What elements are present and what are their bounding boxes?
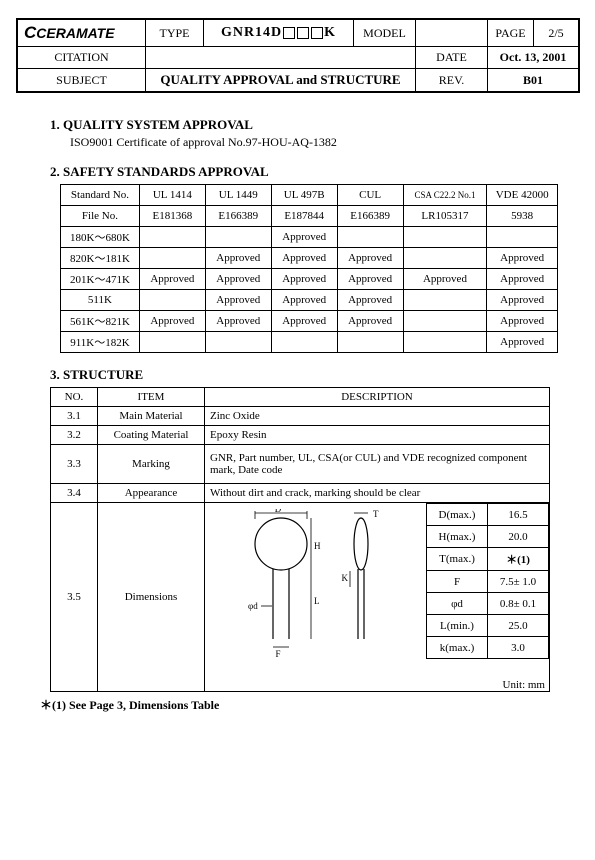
page-value: 2/5 xyxy=(534,20,578,46)
fileno-1: E181368 xyxy=(139,206,205,227)
table-row: 3.4AppearanceWithout dirt and crack, mar… xyxy=(51,484,550,503)
content-area: 1. QUALITY SYSTEM APPROVAL ISO9001 Certi… xyxy=(16,99,576,733)
fileno-3: E187844 xyxy=(271,206,337,227)
dimensions-values: D(max.)16.5 H(max.)20.0 T(max.)＊(1) F7.5… xyxy=(426,503,549,659)
table-row: 911K～182KApproved xyxy=(61,332,558,353)
fileno-5: LR105317 xyxy=(403,206,487,227)
citation-label: CITATION xyxy=(18,47,146,68)
part-suffix: K xyxy=(324,25,336,40)
section3-title: 3. STRUCTURE xyxy=(50,367,558,383)
col-no: NO. xyxy=(51,388,98,407)
col-stdno: Standard No. xyxy=(61,185,140,206)
table-row: 3.3MarkingGNR, Part number, UL, CSA(or C… xyxy=(51,445,550,484)
model-label: MODEL xyxy=(354,20,416,46)
svg-text:F: F xyxy=(275,649,280,659)
svg-text:φd: φd xyxy=(248,601,258,611)
header-row-2: CITATION DATE Oct. 13, 2001 xyxy=(18,47,578,69)
safety-fileno-row: File No. E181368 E166389 E187844 E166389… xyxy=(61,206,558,227)
page-label: PAGE xyxy=(488,20,534,46)
component-drawing: D H L φd F xyxy=(205,503,416,664)
dimensions-value-block: D(max.)16.5 H(max.)20.0 T(max.)＊(1) F7.5… xyxy=(426,503,549,679)
model-value xyxy=(416,20,488,46)
col-csa: CSA C22.2 No.1 xyxy=(403,185,487,206)
col-item: ITEM xyxy=(98,388,205,407)
table-row: 561K～821KApprovedApprovedApprovedApprove… xyxy=(61,311,558,332)
rev-value: B01 xyxy=(488,69,578,91)
col-vde: VDE 42000 xyxy=(487,185,558,206)
footnote: ＊(1) See Page 3, Dimensions Table xyxy=(40,696,558,713)
col-ul497b: UL 497B xyxy=(271,185,337,206)
header-row-1: CCERAMATE TYPE GNR14D K MODEL PAGE 2/5 xyxy=(18,20,578,47)
brand-text: CERAMATE xyxy=(36,25,114,41)
page-frame: CCERAMATE TYPE GNR14D K MODEL PAGE 2/5 CI… xyxy=(16,18,580,93)
table-row: 3.2Coating MaterialEpoxy Resin xyxy=(51,426,550,445)
fileno-6: 5938 xyxy=(487,206,558,227)
col-desc: DESCRIPTION xyxy=(205,388,550,407)
table-row: 3.1Main MaterialZinc Oxide xyxy=(51,407,550,426)
structure-table: NO. ITEM DESCRIPTION 3.1Main MaterialZin… xyxy=(50,387,550,692)
section2-title: 2. SAFETY STANDARDS APPROVAL xyxy=(50,164,558,180)
section1-body: ISO9001 Certificate of approval No.97-HO… xyxy=(70,135,558,150)
col-ul1414: UL 1414 xyxy=(139,185,205,206)
subject-label: SUBJECT xyxy=(18,69,146,91)
part-number: GNR14D K xyxy=(204,20,354,46)
table-row: 511KApprovedApprovedApprovedApproved xyxy=(61,290,558,311)
brand-cell: CCERAMATE xyxy=(18,20,146,46)
struct-header-row: NO. ITEM DESCRIPTION xyxy=(51,388,550,407)
col-ul1449: UL 1449 xyxy=(205,185,271,206)
header-row-3: SUBJECT QUALITY APPROVAL and STRUCTURE R… xyxy=(18,69,578,91)
dimensions-cell: D H L φd F xyxy=(205,503,549,679)
col-cul: CUL xyxy=(337,185,403,206)
svg-text:T: T xyxy=(373,509,379,519)
subject-value: QUALITY APPROVAL and STRUCTURE xyxy=(146,69,416,91)
date-label: DATE xyxy=(416,47,488,68)
table-row: 180K～680KApproved xyxy=(61,227,558,248)
brand-logo: CCERAMATE xyxy=(24,23,115,43)
section1-title: 1. QUALITY SYSTEM APPROVAL xyxy=(50,117,558,133)
table-row: 820K～181KApprovedApprovedApprovedApprove… xyxy=(61,248,558,269)
varistor-icon: D H L φd F xyxy=(226,509,406,659)
rev-label: REV. xyxy=(416,69,488,91)
fileno-2: E166389 xyxy=(205,206,271,227)
fileno-label: File No. xyxy=(61,206,140,227)
svg-text:D: D xyxy=(274,509,281,514)
date-value: Oct. 13, 2001 xyxy=(488,47,578,68)
fileno-4: E166389 xyxy=(337,206,403,227)
safety-table: Standard No. UL 1414 UL 1449 UL 497B CUL… xyxy=(60,184,558,353)
table-row: 201K～471KApprovedApprovedApprovedApprove… xyxy=(61,269,558,290)
svg-text:K: K xyxy=(341,573,348,583)
svg-text:L: L xyxy=(314,596,320,606)
unit-label: Unit: mm xyxy=(205,679,549,691)
safety-header-row: Standard No. UL 1414 UL 1449 UL 497B CUL… xyxy=(61,185,558,206)
svg-text:H: H xyxy=(314,541,321,551)
part-prefix: GNR14D xyxy=(221,25,282,40)
dimensions-row: 3.5 Dimensions xyxy=(51,503,550,692)
citation-value xyxy=(146,47,416,68)
type-label: TYPE xyxy=(146,20,204,46)
